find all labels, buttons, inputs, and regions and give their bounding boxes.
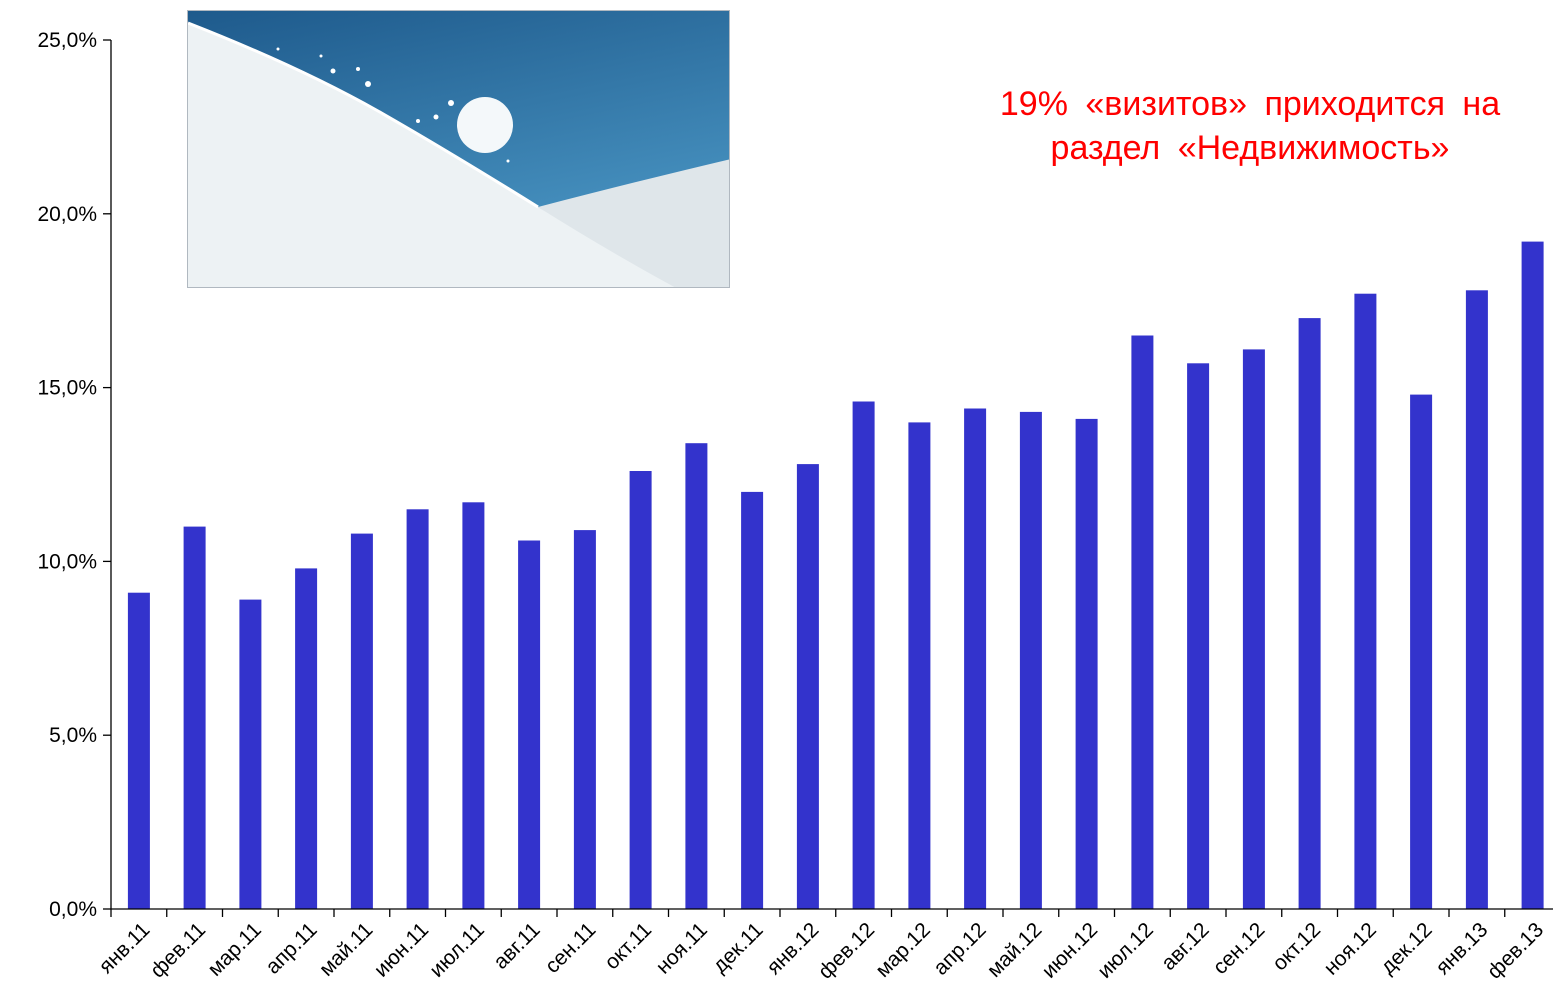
x-tick-label: дек.12 <box>1376 918 1436 978</box>
bar-окт.12 <box>1298 318 1321 910</box>
x-tick-label: янв.12 <box>762 918 823 979</box>
x-tick-label: янв.13 <box>1431 918 1492 979</box>
bar-ноя.12 <box>1354 293 1377 909</box>
bar-июл.12 <box>1131 335 1154 909</box>
x-tick-label: июл.12 <box>1093 918 1158 983</box>
x-tick-label: янв.11 <box>94 918 154 978</box>
x-tick-label: фев.12 <box>814 918 879 983</box>
x-tick-label: апр.12 <box>929 918 990 979</box>
x-tick-label: июн.11 <box>370 918 433 981</box>
bar-фев.12 <box>852 401 875 909</box>
bar-мар.12 <box>908 422 931 909</box>
bar-июн.12 <box>1075 418 1098 909</box>
y-tick-label: 20,0% <box>37 203 97 226</box>
bar-сен.11 <box>573 530 596 909</box>
bar-ноя.11 <box>685 443 708 909</box>
x-tick-label: июл.11 <box>425 918 489 982</box>
bar-окт.11 <box>629 471 652 909</box>
x-tick-label: дек.11 <box>708 918 767 977</box>
bar-дек.12 <box>1410 394 1433 910</box>
x-tick-label: фев.11 <box>146 918 210 982</box>
y-tick-label: 25,0% <box>37 29 97 52</box>
bars-group <box>127 241 1544 910</box>
x-tick-label: авг.12 <box>1157 918 1214 975</box>
annotation-line-2: раздел «Недвижимость» <box>1050 129 1450 167</box>
bar-апр.11 <box>295 568 318 909</box>
x-tick-label: авг.11 <box>489 918 545 974</box>
bar-авг.12 <box>1187 363 1210 909</box>
y-tick-label: 10,0% <box>37 550 97 573</box>
x-tick-label: сен.11 <box>541 918 601 978</box>
x-tick-label: ноя.11 <box>652 918 712 978</box>
x-tick-label: май.11 <box>315 918 378 981</box>
y-tick-label: 5,0% <box>49 724 97 747</box>
bar-янв.12 <box>796 464 819 909</box>
chart-annotation: 19% «визитов» приходится на раздел «Недв… <box>900 82 1556 170</box>
x-tick-label: мар.11 <box>203 918 266 981</box>
bar-май.11 <box>350 533 373 909</box>
bar-авг.11 <box>518 540 541 909</box>
y-tick-label: 0,0% <box>49 898 97 921</box>
bar-май.12 <box>1019 411 1042 909</box>
bar-июн.11 <box>406 509 429 909</box>
x-tick-label: окт.12 <box>1268 918 1325 975</box>
y-tick-label: 15,0% <box>37 377 97 400</box>
bar-сен.12 <box>1242 349 1265 909</box>
x-tick-label: май.12 <box>983 918 1047 982</box>
bar-янв.11 <box>127 592 150 909</box>
x-tick-label: фев.13 <box>1483 918 1548 983</box>
bar-июл.11 <box>462 502 485 909</box>
bar-мар.11 <box>239 599 262 909</box>
bar-апр.12 <box>964 408 987 909</box>
bar-фев.13 <box>1521 241 1544 910</box>
annotation-line-1: 19% «визитов» приходится на <box>999 85 1501 123</box>
x-tick-label: мар.12 <box>871 918 935 982</box>
x-tick-label: окт.11 <box>600 918 656 974</box>
bar-фев.11 <box>183 526 206 909</box>
x-tick-label: сен.12 <box>1209 918 1270 979</box>
snowball-illustration <box>187 10 730 288</box>
bar-дек.11 <box>741 491 764 909</box>
x-tick-label: ноя.12 <box>1320 918 1381 979</box>
x-tick-label: июн.12 <box>1038 918 1103 983</box>
bar-янв.13 <box>1465 290 1488 909</box>
x-tick-label: апр.11 <box>261 918 321 978</box>
